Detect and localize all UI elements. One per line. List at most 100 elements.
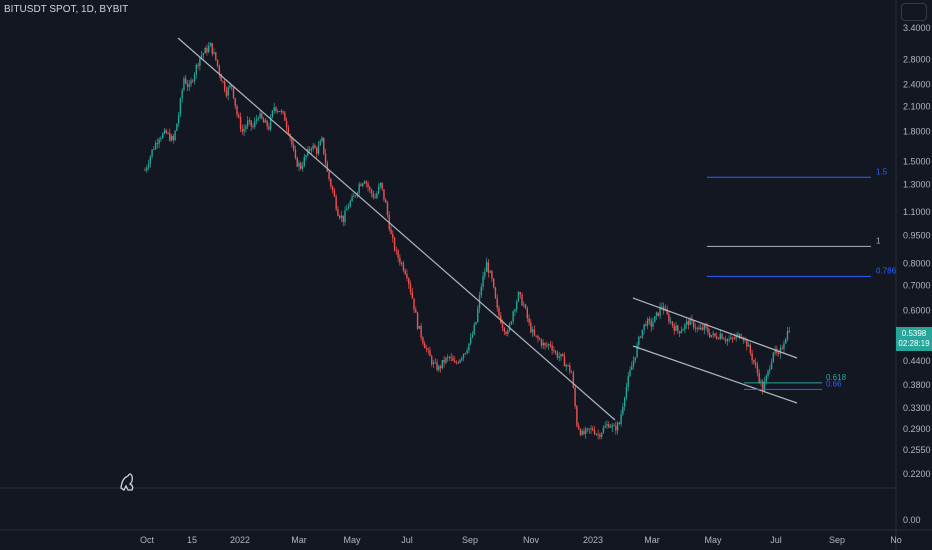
candle-body bbox=[572, 372, 575, 388]
candle-body bbox=[519, 292, 521, 295]
candle-body bbox=[631, 366, 633, 371]
candle-body bbox=[728, 338, 730, 340]
candle-body bbox=[323, 137, 325, 154]
price-tick-14: 0.3300 bbox=[903, 403, 931, 413]
candle-body bbox=[684, 324, 686, 330]
candle-body bbox=[731, 337, 734, 339]
candle-body bbox=[677, 325, 679, 332]
candle-body bbox=[158, 139, 160, 144]
candle-body bbox=[758, 372, 760, 383]
candle-body bbox=[714, 333, 716, 337]
candle-body bbox=[278, 111, 281, 112]
candle-body bbox=[491, 271, 493, 279]
candle-body bbox=[482, 276, 484, 287]
candle-body bbox=[441, 359, 444, 369]
candle-body bbox=[615, 425, 617, 431]
candle-body bbox=[746, 339, 748, 347]
candle-body bbox=[257, 118, 259, 120]
candle-body bbox=[383, 189, 385, 200]
candle-body bbox=[386, 202, 389, 215]
candle-body bbox=[646, 318, 649, 326]
candle-body bbox=[328, 171, 330, 179]
candle-body bbox=[245, 126, 247, 130]
candle-body bbox=[492, 278, 495, 288]
candle-body bbox=[461, 357, 463, 360]
candle-body bbox=[526, 308, 529, 319]
candle-body bbox=[622, 406, 624, 415]
candle-body bbox=[613, 425, 615, 427]
candle-body bbox=[415, 309, 417, 313]
candle-body bbox=[335, 196, 337, 210]
candle-body bbox=[429, 350, 431, 357]
candle-body bbox=[710, 335, 713, 337]
time-tick-10: May bbox=[704, 535, 722, 545]
candle-body bbox=[721, 333, 723, 339]
price-tick-2: 2.4000 bbox=[903, 80, 931, 90]
candle-body bbox=[216, 59, 219, 66]
candle-body bbox=[374, 197, 376, 199]
candle-body bbox=[363, 181, 366, 184]
candle-body bbox=[574, 387, 576, 407]
time-tick-11: Jul bbox=[770, 535, 782, 545]
candle-body bbox=[523, 304, 525, 306]
candle-body bbox=[521, 294, 523, 306]
candle-body bbox=[712, 333, 714, 336]
candle-body bbox=[494, 287, 497, 299]
candle-body bbox=[213, 52, 215, 54]
candle-body bbox=[186, 83, 189, 87]
candle-body bbox=[747, 344, 750, 347]
candle-body bbox=[248, 120, 251, 122]
candle-body bbox=[312, 145, 314, 149]
candle-body bbox=[377, 186, 380, 194]
time-tick-5: Jul bbox=[401, 535, 413, 545]
candle-body bbox=[339, 215, 341, 218]
candle-body bbox=[315, 148, 318, 154]
candle-body bbox=[489, 271, 491, 273]
candle-body bbox=[408, 278, 410, 285]
channel-lower-line bbox=[632, 345, 798, 404]
candle-body bbox=[730, 337, 732, 339]
candle-body bbox=[197, 64, 199, 66]
candle-body bbox=[769, 369, 771, 371]
candle-body bbox=[471, 334, 474, 338]
price-tick-13: 0.3800 bbox=[903, 380, 931, 390]
candle-body bbox=[496, 298, 498, 308]
candle-body bbox=[599, 434, 601, 437]
candle-body bbox=[754, 362, 757, 366]
candle-body bbox=[464, 352, 467, 355]
candle-body bbox=[305, 155, 307, 158]
candle-body bbox=[542, 343, 544, 346]
candle-body bbox=[459, 359, 461, 363]
channel-upper-line bbox=[632, 297, 798, 359]
candle-body bbox=[346, 208, 348, 211]
candle-body bbox=[696, 327, 698, 329]
candle-body bbox=[390, 229, 392, 235]
candle-body bbox=[454, 360, 456, 363]
chart-settings-button[interactable] bbox=[901, 3, 927, 21]
candle-body bbox=[505, 331, 507, 334]
candle-body bbox=[280, 111, 282, 112]
candle-body bbox=[326, 163, 329, 172]
candle-body bbox=[645, 324, 647, 326]
candle-body bbox=[648, 318, 651, 321]
candle-body bbox=[321, 137, 323, 142]
candle-countdown: 02:28:19 bbox=[898, 339, 930, 348]
candle-body bbox=[255, 119, 258, 121]
candle-body bbox=[657, 312, 659, 316]
candle-body bbox=[632, 360, 635, 367]
candle-body bbox=[590, 428, 592, 430]
candle-body bbox=[629, 370, 631, 377]
candle-body bbox=[661, 306, 663, 308]
candle-body bbox=[199, 57, 201, 66]
candle-body bbox=[772, 352, 775, 362]
candle-body bbox=[579, 429, 582, 435]
tradingview-logo-icon bbox=[120, 473, 134, 491]
candle-body bbox=[156, 142, 159, 144]
candle-body bbox=[413, 298, 415, 310]
candles bbox=[144, 42, 790, 440]
candle-body bbox=[719, 333, 721, 339]
candle-body bbox=[358, 184, 360, 193]
time-tick-2: 2022 bbox=[230, 535, 250, 545]
candle-body bbox=[487, 262, 490, 273]
